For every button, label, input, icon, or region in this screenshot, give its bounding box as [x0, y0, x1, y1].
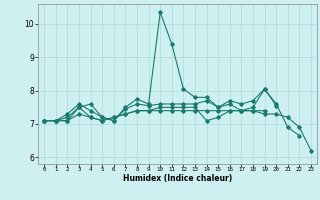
X-axis label: Humidex (Indice chaleur): Humidex (Indice chaleur) [123, 174, 232, 183]
